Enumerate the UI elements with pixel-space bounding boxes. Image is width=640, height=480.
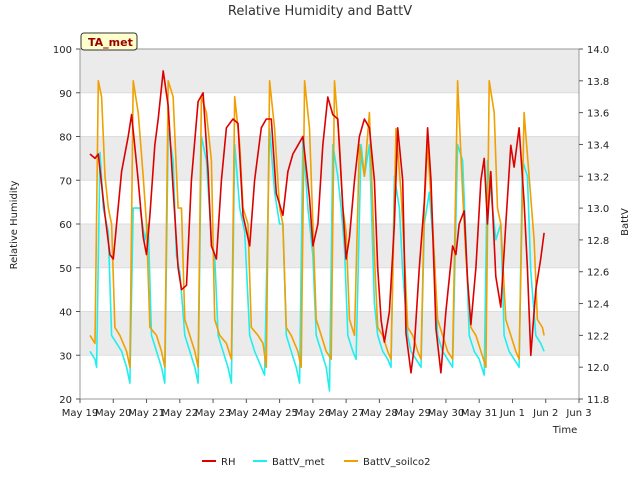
background-bands	[80, 49, 579, 356]
y-right-tick-label: 13.6	[587, 109, 609, 120]
x-tick-label: Jun 3	[565, 408, 591, 419]
x-tick-label: May 27	[328, 408, 365, 419]
y-left-tick-label: 20	[59, 395, 72, 406]
y-right-tick-label: 13.2	[587, 172, 609, 183]
y-left-tick-label: 80	[59, 133, 72, 144]
y-axis-right-label: BattV	[620, 208, 631, 236]
x-axis-label: Time	[552, 425, 577, 436]
x-tick-label: May 23	[195, 408, 232, 419]
x-tick-label: May 19	[62, 408, 99, 419]
y-axis-left: 20 30 40 50 60 70 80 90 100	[53, 45, 80, 406]
x-tick-label: Jun 1	[499, 408, 525, 419]
legend-label: RH	[221, 457, 235, 468]
legend-label: BattV_soilco2	[363, 457, 431, 468]
y-left-tick-label: 40	[59, 308, 72, 319]
x-tick-label: May 25	[261, 408, 298, 419]
y-left-tick-label: 100	[53, 45, 72, 56]
y-right-tick-label: 12.8	[587, 236, 609, 247]
x-tick-label: Jun 2	[532, 408, 558, 419]
y-right-tick-label: 12.4	[587, 300, 609, 311]
y-left-tick-label: 70	[59, 176, 72, 187]
y-right-tick-label: 13.0	[587, 204, 609, 215]
x-tick-label: May 28	[361, 408, 398, 419]
series-line-rh	[89, 70, 545, 374]
band	[80, 49, 579, 93]
y-right-tick-label: 11.8	[587, 395, 609, 406]
legend: RH BattV_met BattV_soilco2	[202, 457, 431, 468]
y-right-tick-label: 12.6	[587, 268, 609, 279]
x-tick-label: May 22	[162, 408, 199, 419]
x-tick-label: May 31	[461, 408, 498, 419]
chart-title: Relative Humidity and BattV	[228, 4, 412, 19]
y-right-tick-label: 12.0	[587, 363, 609, 374]
ta-met-badge: TA_met	[80, 32, 138, 51]
x-tick-label: May 20	[95, 408, 132, 419]
y-left-tick-label: 30	[59, 351, 72, 362]
x-tick-label: May 21	[128, 408, 165, 419]
y-left-tick-label: 60	[59, 220, 72, 231]
x-tick-label: May 30	[428, 408, 465, 419]
x-tick-label: May 26	[295, 408, 332, 419]
y-right-tick-label: 14.0	[587, 45, 609, 56]
x-tick-label: May 29	[394, 408, 431, 419]
y-left-tick-label: 90	[59, 89, 72, 100]
y-right-tick-label: 13.8	[587, 77, 609, 88]
y-right-tick-label: 13.4	[587, 140, 609, 151]
y-axis-left-label: Relative Humidity	[9, 181, 20, 270]
legend-label: BattV_met	[272, 457, 325, 468]
y-left-tick-label: 50	[59, 264, 72, 275]
y-axis-right: 11.8 12.0 12.2 12.4 12.6 12.8 13.0 13.2 13.4 13.6…	[579, 45, 609, 406]
x-tick-label: May 24	[228, 408, 265, 419]
series-layer	[89, 70, 545, 392]
badge-label: TA_met	[88, 36, 133, 49]
y-right-tick-label: 12.2	[587, 331, 609, 342]
